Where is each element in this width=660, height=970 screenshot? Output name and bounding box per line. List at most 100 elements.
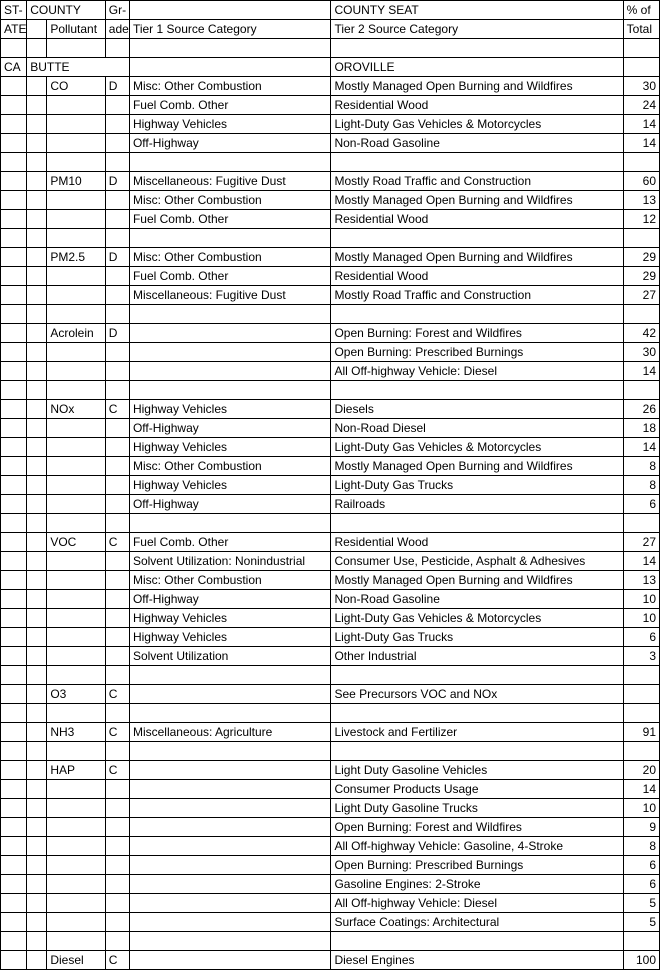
tier2-cell: Non-Road Gasoline	[331, 134, 623, 153]
tier2-cell: Light-Duty Gas Vehicles & Motorcycles	[331, 115, 623, 134]
tier2-cell: Livestock and Fertilizer	[331, 723, 623, 742]
tier2-cell: Non-Road Gasoline	[331, 590, 623, 609]
tier1-cell: Fuel Comb. Other	[129, 533, 331, 552]
hdr-grade: Gr-	[105, 1, 129, 20]
tier2-cell: Consumer Use, Pesticide, Asphalt & Adhes…	[331, 552, 623, 571]
pct-cell: 5	[623, 894, 659, 913]
tier2-cell: Residential Wood	[331, 267, 623, 286]
tier2-cell: Light-Duty Gas Vehicles & Motorcycles	[331, 609, 623, 628]
tier2-cell: Surface Coatings: Architectural	[331, 913, 623, 932]
tier2-cell: Open Burning: Forest and Wildfires	[331, 818, 623, 837]
pollutant-cell: PM2.5	[47, 248, 105, 267]
tier1-cell: Fuel Comb. Other	[129, 210, 331, 229]
hdr-total: Total	[623, 20, 659, 39]
tier1-cell	[129, 894, 331, 913]
pct-cell: 24	[623, 96, 659, 115]
tier1-cell: Misc: Other Combustion	[129, 191, 331, 210]
pct-cell: 42	[623, 324, 659, 343]
tier2-cell: See Precursors VOC and NOx	[331, 685, 623, 704]
tier2-cell: Residential Wood	[331, 210, 623, 229]
pct-cell: 9	[623, 818, 659, 837]
hdr-ade: ade	[105, 20, 129, 39]
pollutant-cell: PM10	[47, 172, 105, 191]
hdr-tier2: Tier 2 Source Category	[331, 20, 623, 39]
tier1-cell	[129, 324, 331, 343]
tier1-cell	[129, 343, 331, 362]
tier1-cell: Misc: Other Combustion	[129, 77, 331, 96]
grade-cell: C	[105, 951, 129, 970]
pct-cell: 14	[623, 134, 659, 153]
pollutant-cell: VOC	[47, 533, 105, 552]
pct-cell: 14	[623, 438, 659, 457]
pollutant-cell: Diesel	[47, 951, 105, 970]
hdr-pct: % of	[623, 1, 659, 20]
pollutant-cell: HAP	[47, 761, 105, 780]
tier1-cell: Miscellaneous: Fugitive Dust	[129, 286, 331, 305]
tier2-cell: Light-Duty Gas Trucks	[331, 628, 623, 647]
pollutant-cell: Acrolein	[47, 324, 105, 343]
tier1-cell	[129, 856, 331, 875]
pct-cell: 27	[623, 533, 659, 552]
pct-cell: 10	[623, 799, 659, 818]
tier2-cell: Mostly Managed Open Burning and Wildfire…	[331, 77, 623, 96]
pct-cell: 29	[623, 248, 659, 267]
tier2-cell: All Off-highway Vehicle: Gasoline, 4-Str…	[331, 837, 623, 856]
tier1-cell: Miscellaneous: Fugitive Dust	[129, 172, 331, 191]
pct-cell: 91	[623, 723, 659, 742]
tier1-cell	[129, 685, 331, 704]
tier1-cell	[129, 799, 331, 818]
tier2-cell: Light Duty Gasoline Trucks	[331, 799, 623, 818]
hdr-state: ST-	[1, 1, 27, 20]
hdr-pollutant: Pollutant	[47, 20, 105, 39]
grade-cell: C	[105, 400, 129, 419]
pct-cell: 14	[623, 552, 659, 571]
pct-cell: 30	[623, 77, 659, 96]
pct-cell: 18	[623, 419, 659, 438]
tier1-cell: Off-Highway	[129, 495, 331, 514]
pct-cell: 12	[623, 210, 659, 229]
county-name: BUTTE	[27, 58, 130, 77]
pct-cell: 100	[623, 951, 659, 970]
tier2-cell: Non-Road Diesel	[331, 419, 623, 438]
tier1-cell: Solvent Utilization	[129, 647, 331, 666]
hdr-ate: ATE	[1, 20, 27, 39]
pct-cell: 27	[623, 286, 659, 305]
tier2-cell: Railroads	[331, 495, 623, 514]
pct-cell: 14	[623, 362, 659, 381]
grade-cell: D	[105, 77, 129, 96]
grade-cell: C	[105, 685, 129, 704]
tier2-cell: Mostly Managed Open Burning and Wildfire…	[331, 571, 623, 590]
pct-cell: 10	[623, 590, 659, 609]
pct-cell: 20	[623, 761, 659, 780]
tier1-cell: Highway Vehicles	[129, 115, 331, 134]
tier2-cell: Mostly Road Traffic and Construction	[331, 286, 623, 305]
tier1-cell: Highway Vehicles	[129, 628, 331, 647]
tier2-cell: Residential Wood	[331, 96, 623, 115]
tier2-cell: Light-Duty Gas Vehicles & Motorcycles	[331, 438, 623, 457]
tier1-cell	[129, 913, 331, 932]
tier2-cell: Open Burning: Forest and Wildfires	[331, 324, 623, 343]
tier1-cell: Fuel Comb. Other	[129, 267, 331, 286]
county-state: CA	[1, 58, 27, 77]
pct-cell: 26	[623, 400, 659, 419]
pct-cell: 13	[623, 191, 659, 210]
pct-cell: 6	[623, 875, 659, 894]
tier2-cell: Gasoline Engines: 2-Stroke	[331, 875, 623, 894]
grade-cell: C	[105, 761, 129, 780]
tier2-cell: Mostly Road Traffic and Construction	[331, 172, 623, 191]
tier2-cell: Mostly Managed Open Burning and Wildfire…	[331, 191, 623, 210]
tier1-cell	[129, 951, 331, 970]
tier2-cell: Open Burning: Prescribed Burnings	[331, 856, 623, 875]
tier1-cell: Fuel Comb. Other	[129, 96, 331, 115]
pct-cell: 13	[623, 571, 659, 590]
tier1-cell: Highway Vehicles	[129, 400, 331, 419]
tier1-cell: Solvent Utilization: Nonindustrial	[129, 552, 331, 571]
tier2-cell: Light Duty Gasoline Vehicles	[331, 761, 623, 780]
pct-cell: 6	[623, 495, 659, 514]
tier2-cell: Mostly Managed Open Burning and Wildfire…	[331, 457, 623, 476]
tier2-cell: Other Industrial	[331, 647, 623, 666]
grade-cell: D	[105, 324, 129, 343]
tier2-cell: Residential Wood	[331, 533, 623, 552]
tier2-cell: All Off-highway Vehicle: Diesel	[331, 362, 623, 381]
pollutant-cell: CO	[47, 77, 105, 96]
